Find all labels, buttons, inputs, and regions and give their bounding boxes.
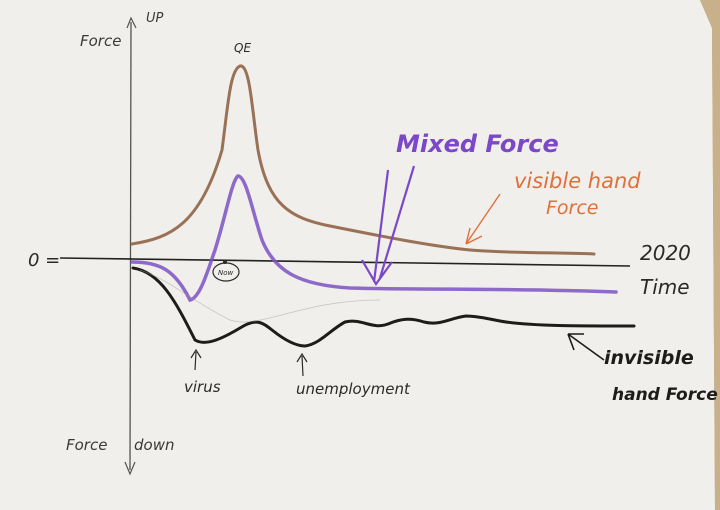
invisible-hand-force-curve [131, 266, 636, 348]
paper-edge [700, 0, 720, 510]
force-down-label: Force [66, 436, 107, 454]
vertical-axis [129, 21, 132, 471]
visible-hand-arrow-icon [465, 193, 501, 245]
force-up-label: Force [80, 32, 121, 50]
qe-label: QE [234, 41, 251, 55]
up-arrow-icon [126, 16, 137, 29]
mixed-force-curve [130, 174, 618, 302]
invisible-hand-arrow-icon [567, 333, 605, 361]
virus-arrow-icon [190, 348, 202, 371]
visible-hand-label-line1: visible hand [514, 169, 641, 193]
mixed-force-label: Mixed Force [396, 130, 559, 158]
mixed-force-arrow-icon [361, 165, 416, 287]
year-label: 2020 [640, 241, 691, 265]
now-label: Now [218, 269, 234, 277]
unemployment-label: unemployment [296, 380, 411, 398]
visible-hand-force-curve [130, 64, 596, 256]
time-axis [59, 257, 631, 267]
up-label: UP [146, 11, 164, 26]
time-label: Time [640, 275, 690, 299]
down-arrow-icon [124, 461, 136, 476]
visible-hand-label-line2: Force [546, 197, 599, 219]
now-dot [223, 260, 227, 264]
unemployment-arrow-icon [296, 352, 308, 377]
virus-label: virus [184, 378, 221, 396]
down-label: down [134, 436, 174, 454]
invisible-hand-label-line1: invisible [604, 347, 694, 369]
invisible-hand-label-line2: hand Force [612, 385, 718, 405]
zero-label: 0 = [28, 250, 60, 271]
pencil-guide-line [139, 269, 381, 323]
